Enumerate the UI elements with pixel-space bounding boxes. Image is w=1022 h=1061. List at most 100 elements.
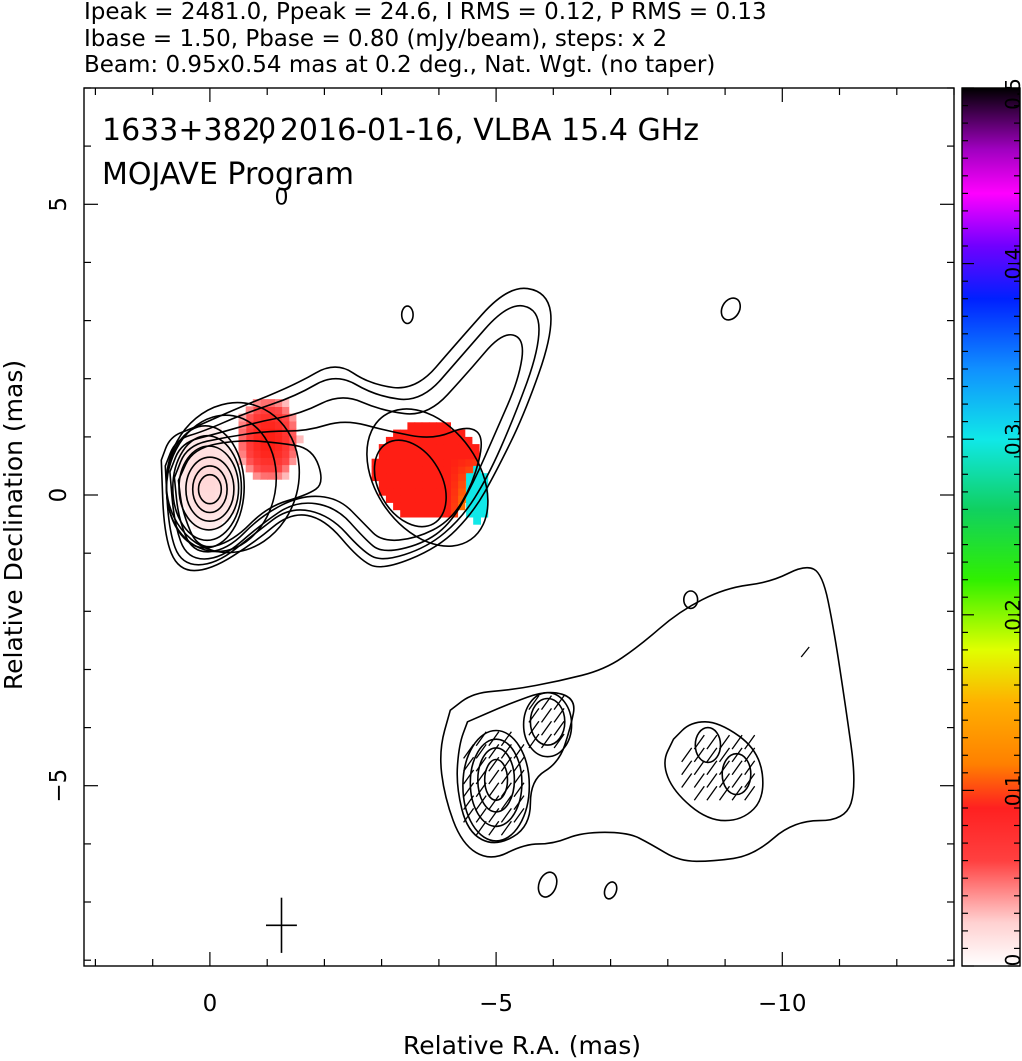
pol-vector <box>706 747 718 763</box>
colorbar-tick-label: 0.1 <box>1001 774 1022 806</box>
contour-ellipse <box>603 881 618 900</box>
pol-pixel <box>450 473 459 482</box>
pol-pixel <box>252 399 261 407</box>
pol-pixel <box>407 444 416 452</box>
pol-pixel <box>443 451 451 460</box>
pol-vector <box>475 769 487 785</box>
pol-pixel <box>457 495 466 503</box>
pol-pixel <box>185 434 194 442</box>
pol-pixel <box>393 465 401 474</box>
pol-pixel <box>400 465 408 474</box>
pol-pixel <box>199 499 208 508</box>
pol-vector <box>706 785 718 801</box>
pol-vector <box>693 734 705 750</box>
pol-pixel <box>400 509 408 518</box>
pol-pixel <box>436 502 444 511</box>
pol-pixel <box>407 487 416 496</box>
pol-pixel <box>385 451 394 460</box>
pol-pixel <box>252 471 261 480</box>
pol-pixel <box>473 495 481 503</box>
pol-pixel <box>199 448 208 457</box>
pol-pixel <box>443 509 451 518</box>
pol-pixel <box>252 435 261 444</box>
pol-pixel <box>378 444 387 452</box>
pol-pixel <box>421 451 430 460</box>
pol-pixel <box>228 455 237 464</box>
contour-level <box>456 691 575 844</box>
pol-pixel <box>214 513 222 522</box>
pol-pixel <box>281 442 290 451</box>
pol-pixel <box>199 513 208 522</box>
pol-pixel <box>421 458 430 467</box>
pol-pixel <box>207 455 215 464</box>
pol-pixel <box>480 480 489 489</box>
pol-pixel <box>407 502 416 511</box>
colorbar-tick-labels: 0 0.1 0.2 0.3 0.4 0.5 <box>1001 78 1022 966</box>
pol-pixel <box>214 477 222 486</box>
pol-pixel <box>421 422 430 431</box>
pol-vector <box>488 756 500 772</box>
pol-vector <box>463 769 475 785</box>
pol-vector <box>488 744 500 759</box>
pol-pixel <box>421 429 430 438</box>
pol-pixel <box>228 470 237 479</box>
pol-pixel <box>260 457 268 466</box>
pol-pixel <box>260 435 268 444</box>
pol-pixel <box>393 480 401 489</box>
contour-level <box>177 440 322 548</box>
pol-pixel <box>421 502 430 511</box>
pol-vector <box>463 744 475 759</box>
pol-pixel <box>274 420 283 429</box>
pol-pixel <box>214 441 222 450</box>
pol-pixel <box>385 444 394 452</box>
pol-pixel <box>393 458 401 467</box>
pol-pixel <box>199 477 208 486</box>
pol-pixel <box>400 473 408 482</box>
pol-pixel <box>473 516 481 525</box>
header-line-2: Ibase = 1.50, Pbase = 0.80 (mJy/beam), s… <box>84 26 668 52</box>
pol-pixel <box>214 492 222 500</box>
pol-pixel <box>252 464 261 473</box>
pol-pixel <box>245 413 254 422</box>
x-tick-label: −5 <box>479 991 513 1017</box>
pol-vector <box>475 731 487 747</box>
pol-vector <box>718 734 731 750</box>
pol-pixel <box>221 463 230 471</box>
pol-pixel <box>228 477 237 486</box>
pol-pixel <box>238 450 247 458</box>
pol-pixel <box>178 492 187 500</box>
pol-pixel <box>228 499 237 508</box>
pol-vector <box>706 760 718 776</box>
pol-pixel <box>274 406 283 415</box>
pol-pixel <box>252 450 261 458</box>
pol-vector <box>500 808 512 823</box>
pol-pixel <box>378 487 387 496</box>
pol-pixel <box>288 442 297 451</box>
pol-pixel <box>371 465 380 474</box>
pol-vector <box>744 747 756 763</box>
pol-pixel <box>436 509 444 518</box>
pol-pixel <box>428 458 437 467</box>
pol-pixel <box>407 509 416 518</box>
pol-pixel <box>466 487 474 496</box>
pol-pixel <box>464 458 473 467</box>
pol-vector <box>718 773 731 788</box>
contour-ellipse <box>373 439 447 528</box>
colorbar <box>961 87 1021 967</box>
pol-vector <box>463 808 475 823</box>
pol-vector <box>513 756 525 772</box>
pol-pixel <box>378 473 387 482</box>
pol-vector <box>553 708 565 723</box>
pol-pixel <box>436 451 444 460</box>
contour-level <box>439 566 855 863</box>
pol-pixel <box>378 465 387 474</box>
pol-pixel <box>185 441 194 450</box>
pol-pixel <box>443 444 451 452</box>
pol-pixel <box>443 502 451 511</box>
pol-vector <box>500 820 512 836</box>
pol-pixel <box>185 499 194 508</box>
pol-pixel <box>260 442 268 451</box>
pol-pixel <box>428 473 437 482</box>
pol-pixel <box>414 480 423 489</box>
pol-pixel <box>274 435 283 444</box>
